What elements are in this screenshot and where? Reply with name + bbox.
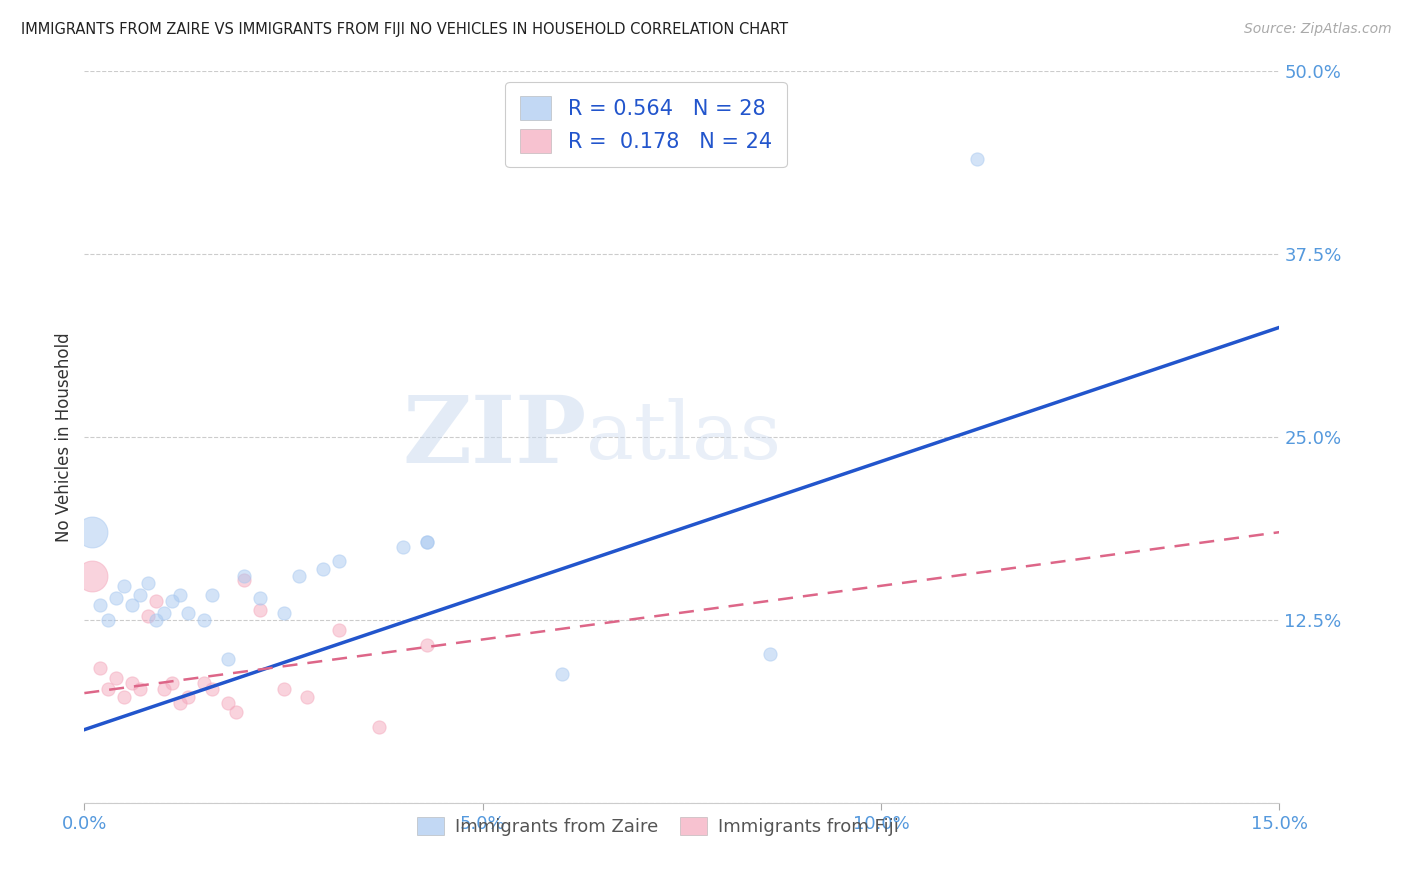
Point: [89, 661, 111, 675]
Point: [169, 696, 191, 710]
Point: [392, 540, 415, 554]
Point: [193, 613, 215, 627]
Point: [82, 569, 104, 583]
Text: atlas: atlas: [586, 398, 782, 476]
Point: [201, 681, 224, 696]
Text: Source: ZipAtlas.com: Source: ZipAtlas.com: [1244, 22, 1392, 37]
Point: [193, 676, 215, 690]
Point: [169, 588, 191, 602]
Text: IMMIGRANTS FROM ZAIRE VS IMMIGRANTS FROM FIJI NO VEHICLES IN HOUSEHOLD CORRELATI: IMMIGRANTS FROM ZAIRE VS IMMIGRANTS FROM…: [21, 22, 789, 37]
Point: [273, 606, 295, 620]
Point: [551, 667, 574, 681]
Point: [136, 608, 159, 623]
Point: [966, 152, 988, 166]
Point: [416, 638, 439, 652]
Point: [273, 681, 295, 696]
Point: [328, 623, 350, 637]
Point: [97, 681, 120, 696]
Point: [758, 647, 780, 661]
Point: [232, 569, 254, 583]
Point: [225, 705, 247, 719]
Point: [105, 591, 128, 605]
Point: [328, 554, 350, 568]
Point: [217, 652, 239, 666]
Point: [97, 613, 120, 627]
Point: [121, 676, 143, 690]
Legend: Immigrants from Zaire, Immigrants from Fiji: Immigrants from Zaire, Immigrants from F…: [408, 807, 908, 845]
Point: [177, 606, 200, 620]
Point: [89, 599, 111, 613]
Text: ZIP: ZIP: [402, 392, 586, 482]
Point: [82, 525, 104, 540]
Point: [249, 603, 271, 617]
Point: [416, 535, 439, 549]
Point: [249, 591, 271, 605]
Point: [105, 672, 128, 686]
Point: [153, 681, 176, 696]
Point: [416, 535, 439, 549]
Point: [201, 588, 224, 602]
Point: [288, 569, 311, 583]
Point: [160, 676, 183, 690]
Point: [232, 574, 254, 588]
Y-axis label: No Vehicles in Household: No Vehicles in Household: [55, 332, 73, 542]
Point: [129, 681, 152, 696]
Point: [217, 696, 239, 710]
Point: [136, 576, 159, 591]
Point: [112, 579, 135, 593]
Point: [129, 588, 152, 602]
Point: [145, 594, 167, 608]
Point: [312, 562, 335, 576]
Point: [153, 606, 176, 620]
Point: [368, 720, 391, 734]
Point: [121, 599, 143, 613]
Point: [112, 690, 135, 705]
Point: [297, 690, 319, 705]
Point: [177, 690, 200, 705]
Point: [160, 594, 183, 608]
Point: [145, 613, 167, 627]
